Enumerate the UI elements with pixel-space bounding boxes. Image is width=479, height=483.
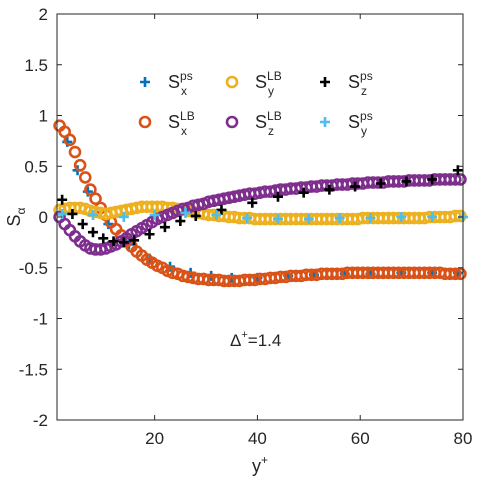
data-point bbox=[87, 209, 98, 220]
series-1 bbox=[53, 119, 467, 288]
legend-label: SLB x bbox=[168, 109, 195, 138]
data-point bbox=[454, 267, 467, 281]
data-point bbox=[350, 181, 361, 192]
series-4 bbox=[57, 165, 463, 248]
legend-label: Sps y bbox=[348, 109, 373, 138]
x-ticks: 20 40 60 80 bbox=[145, 14, 472, 448]
series-5 bbox=[57, 207, 468, 225]
data-point bbox=[67, 208, 78, 219]
legend-item: SLB y bbox=[225, 69, 282, 98]
y-tick-label: 1.5 bbox=[24, 56, 48, 75]
data-point bbox=[320, 77, 330, 87]
data-point bbox=[272, 214, 283, 225]
data-point bbox=[57, 194, 68, 205]
data-point bbox=[180, 207, 191, 218]
legend: Sps x SLB x SLB y SLB z Sps z Sps y bbox=[138, 69, 373, 138]
data-point bbox=[73, 158, 87, 172]
data-point bbox=[225, 75, 239, 89]
data-point bbox=[211, 209, 222, 220]
data-point bbox=[89, 192, 102, 206]
y-tick-label: 1 bbox=[39, 107, 48, 126]
legend-item: Sps y bbox=[320, 109, 373, 138]
data-point bbox=[108, 236, 119, 247]
series-3 bbox=[53, 173, 467, 256]
data-point bbox=[118, 237, 129, 248]
data-point bbox=[324, 184, 335, 195]
data-point bbox=[427, 174, 438, 185]
data-point bbox=[140, 77, 150, 87]
data-point bbox=[216, 204, 227, 215]
legend-item: Sps z bbox=[320, 69, 373, 98]
data-point bbox=[272, 191, 283, 202]
y-tick-label: 2 bbox=[39, 5, 48, 24]
x-axis-label: y+ bbox=[252, 453, 268, 476]
data-point bbox=[298, 187, 309, 198]
data-point bbox=[118, 212, 129, 222]
data-point bbox=[78, 171, 92, 184]
data-point bbox=[68, 145, 82, 159]
data-point bbox=[454, 173, 467, 186]
x-tick-label: 80 bbox=[454, 429, 473, 448]
data-point bbox=[63, 133, 77, 147]
data-point bbox=[247, 197, 258, 208]
legend-label: SLB z bbox=[255, 109, 282, 138]
data-point bbox=[129, 235, 140, 246]
legend-label: SLB y bbox=[255, 69, 282, 98]
data-point bbox=[452, 165, 463, 176]
data-point bbox=[427, 212, 438, 222]
y-tick-label: 0 bbox=[39, 208, 48, 227]
legend-item: SLB z bbox=[225, 109, 282, 138]
y-axis-label: Sα bbox=[4, 207, 28, 226]
data-point bbox=[190, 210, 201, 221]
data-point bbox=[144, 229, 155, 240]
data-point bbox=[242, 213, 253, 224]
series-layer bbox=[53, 119, 468, 288]
data-point bbox=[98, 233, 109, 244]
data-point bbox=[401, 176, 412, 187]
data-point bbox=[320, 117, 330, 127]
data-point bbox=[138, 115, 152, 129]
y-tick-label: 0.5 bbox=[24, 157, 48, 176]
data-point bbox=[375, 178, 386, 189]
data-point bbox=[84, 183, 97, 196]
data-point bbox=[448, 267, 462, 281]
x-tick-label: 40 bbox=[248, 429, 267, 448]
data-point bbox=[149, 209, 160, 220]
data-point bbox=[159, 222, 170, 233]
legend-item: SLB x bbox=[138, 109, 195, 138]
data-point bbox=[77, 219, 88, 230]
data-point bbox=[57, 208, 68, 219]
data-point bbox=[87, 227, 98, 238]
legend-item: Sps x bbox=[140, 69, 193, 98]
x-tick-label: 20 bbox=[145, 429, 164, 448]
data-point bbox=[365, 213, 376, 224]
y-tick-label: -2 bbox=[33, 411, 48, 430]
y-tick-label: -1 bbox=[33, 310, 48, 329]
annotation-delta: Δ+=1.4 bbox=[230, 329, 281, 350]
y-tick-label: -1.5 bbox=[19, 360, 48, 379]
x-tick-label: 60 bbox=[351, 429, 370, 448]
data-point bbox=[448, 173, 462, 186]
data-point bbox=[175, 216, 186, 227]
legend-label: Sps x bbox=[168, 69, 193, 98]
legend-label: Sps z bbox=[348, 69, 373, 98]
y-tick-label: -0.5 bbox=[19, 259, 48, 278]
data-point bbox=[303, 214, 314, 225]
data-point bbox=[396, 212, 407, 222]
data-point bbox=[225, 115, 239, 129]
data-point bbox=[334, 213, 345, 224]
y-ticks: -2 -1.5 -1 -0.5 0 0.5 1 1.5 2 bbox=[19, 5, 463, 430]
